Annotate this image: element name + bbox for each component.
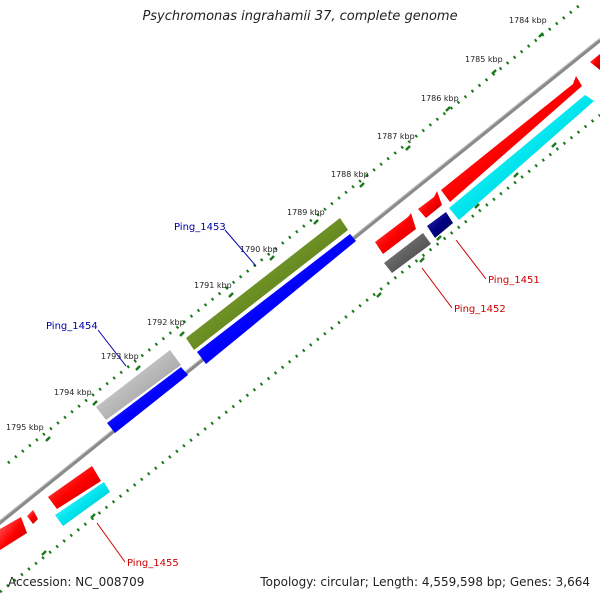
gene-feature-red[interactable] (418, 191, 442, 218)
gene-label-ping-1454[interactable]: Ping_1454 (46, 321, 98, 332)
tick-label: 1787 kbp (377, 132, 415, 141)
tick-label: 1795 kbp (6, 423, 44, 432)
gene-feature-blue[interactable] (197, 234, 356, 364)
leader-ping-1454 (97, 329, 127, 367)
gene-feature-red[interactable] (48, 466, 101, 509)
tick-label: 1786 kbp (421, 94, 459, 103)
gene-feature-red[interactable] (590, 54, 600, 70)
map-title: Psychromonas ingrahamii 37, complete gen… (142, 9, 458, 24)
gene-feature-cyan[interactable] (55, 482, 110, 526)
gene-feature-navy[interactable] (427, 212, 453, 238)
leader-ping-1455 (96, 522, 126, 563)
tick-label: 1794 kbp (54, 388, 92, 397)
gene-label-ping-1451[interactable]: Ping_1451 (488, 275, 540, 286)
gene-label-ping-1452[interactable]: Ping_1452 (454, 304, 506, 315)
gene-feature-red[interactable] (27, 510, 38, 524)
gene-feature-red[interactable] (0, 517, 27, 550)
gene-feature-cyan[interactable] (449, 95, 594, 220)
leader-ping-1453 (224, 229, 257, 267)
gene-label-ping-1455[interactable]: Ping_1455 (127, 558, 179, 569)
gene-labels: Ping_1453 Ping_1454 Ping_1451 Ping_1452 … (46, 222, 540, 569)
inner-tick-track (0, 113, 600, 594)
outer-major-ticks (45, 32, 544, 442)
gene-feature-red[interactable] (375, 213, 416, 254)
gene-feature-red[interactable] (441, 76, 582, 202)
tick-label: 1790 kbp (240, 245, 278, 254)
gene-feature-darkgrey[interactable] (384, 233, 431, 273)
leader-ping-1452 (421, 267, 453, 309)
tick-label: 1784 kbp (509, 16, 547, 25)
label-leaders (96, 229, 487, 563)
accession-text: Accession: NC_008709 (8, 575, 145, 589)
tick-label: 1788 kbp (331, 170, 369, 179)
leader-ping-1451 (455, 239, 487, 280)
tick-label: 1793 kbp (101, 352, 139, 361)
gene-label-ping-1453[interactable]: Ping_1453 (174, 222, 226, 233)
inner-major-ticks (41, 142, 557, 556)
gene-feature-grey[interactable] (96, 350, 181, 420)
forward-strand-features (0, 54, 600, 550)
reverse-strand-features (55, 95, 594, 526)
tick-label: 1785 kbp (465, 55, 503, 64)
gene-feature-blue[interactable] (107, 367, 188, 433)
outer-tick-track (7, 3, 581, 465)
gene-feature-olive[interactable] (186, 218, 348, 350)
genome-info-text: Topology: circular; Length: 4,559,598 bp… (260, 575, 590, 589)
tick-label: 1791 kbp (194, 281, 232, 290)
tick-label: 1789 kbp (287, 208, 325, 217)
tick-labels: 1784 kbp 1785 kbp 1786 kbp 1787 kbp 1788… (6, 16, 547, 432)
tick-label: 1792 kbp (147, 318, 185, 327)
